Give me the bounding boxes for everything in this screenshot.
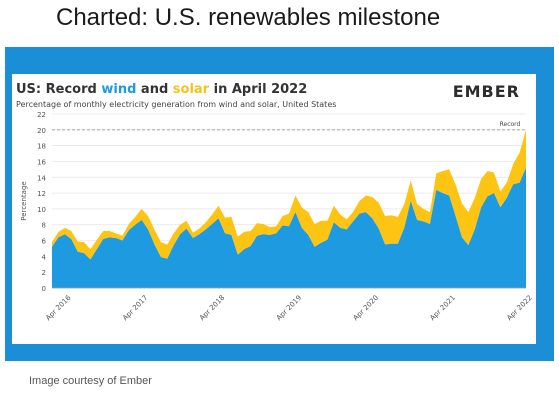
chart-title-mid: and <box>136 82 173 97</box>
x-tick-label: Apr 2020 <box>352 294 380 322</box>
y-tick-label: 8 <box>42 222 46 230</box>
area-layer <box>52 129 526 288</box>
y-tick-label: 20 <box>37 127 46 135</box>
y-axis-label: Percentage <box>20 181 28 220</box>
ember-logo: EMBER <box>452 82 520 101</box>
record-label: Record <box>500 121 521 128</box>
record-marker: Record <box>52 121 526 131</box>
area-chart: Record 0 2 4 6 8 10 12 14 16 18 20 22 Apr 2016 Apr 20… <box>20 111 534 322</box>
x-tick-label: Apr 2021 <box>429 294 457 322</box>
chart-title-wind: wind <box>101 82 137 97</box>
wind-area <box>52 167 526 288</box>
page-headline: Charted: U.S. renewables milestone <box>56 4 441 31</box>
y-tick-label: 14 <box>37 174 46 182</box>
x-tick-label: Apr 2019 <box>275 294 303 322</box>
chart-title-solar: solar <box>172 82 210 97</box>
chart-title-prefix: US: Record <box>16 82 102 97</box>
y-tick-label: 4 <box>42 253 47 261</box>
x-tick-label: Apr 2016 <box>44 293 73 322</box>
y-tick-label: 2 <box>42 269 46 277</box>
image-caption: Image courtesy of Ember <box>29 375 152 387</box>
chart-title: US: Record wind and solar in April 2022 <box>16 82 307 97</box>
y-tick-label: 18 <box>37 143 46 151</box>
chart-subtitle: Percentage of monthly electricity genera… <box>16 100 337 109</box>
y-tick-label: 6 <box>42 238 47 246</box>
x-tick-label: Apr 2017 <box>121 294 149 322</box>
x-tick-label: Apr 2022 <box>505 294 533 322</box>
y-tick-label: 22 <box>37 111 46 119</box>
y-tick-label: 10 <box>37 206 46 214</box>
y-tick-label: 12 <box>37 190 46 198</box>
x-tick-label: Apr 2018 <box>198 294 226 322</box>
y-tick-label: 16 <box>37 158 46 166</box>
chart-title-suffix: in April 2022 <box>209 82 308 97</box>
chart-card: US: Record wind and solar in April 2022 … <box>12 74 536 344</box>
y-tick-label: 0 <box>42 285 46 293</box>
